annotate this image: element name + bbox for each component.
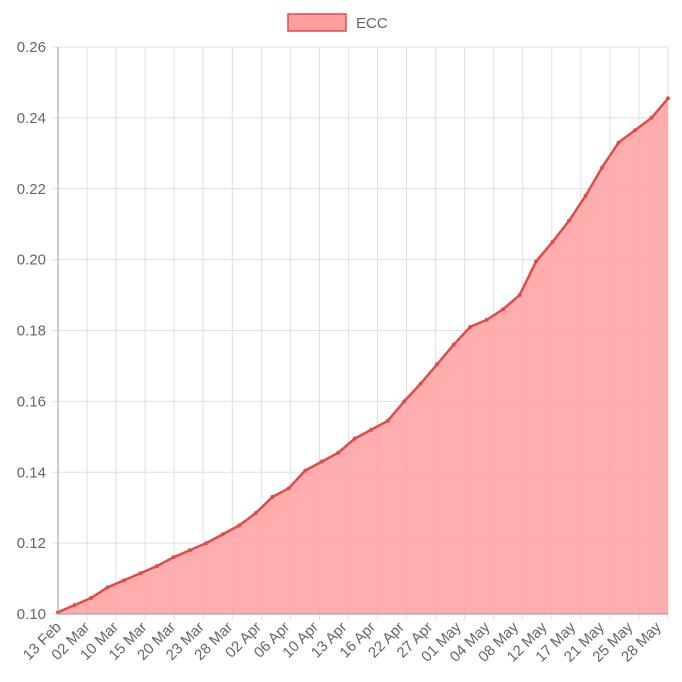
ecc-data-point[interactable] bbox=[583, 193, 588, 198]
ecc-data-point[interactable] bbox=[402, 399, 407, 404]
ecc-data-point[interactable] bbox=[550, 239, 555, 244]
ecc-series-line bbox=[57, 97, 669, 614]
y-tick-label: 0.22 bbox=[17, 181, 46, 198]
y-tick-label: 0.16 bbox=[17, 393, 46, 410]
y-tick-label: 0.26 bbox=[17, 39, 46, 56]
ecc-data-point[interactable] bbox=[517, 293, 522, 298]
ecc-data-point[interactable] bbox=[187, 548, 192, 553]
ecc-data-point[interactable] bbox=[451, 342, 456, 347]
ecc-data-point[interactable] bbox=[501, 307, 506, 312]
y-tick-label: 0.14 bbox=[17, 464, 46, 481]
ecc-data-point[interactable] bbox=[435, 362, 440, 367]
area-layer bbox=[56, 96, 670, 615]
ecc-data-point[interactable] bbox=[237, 523, 242, 528]
ecc-data-point[interactable] bbox=[121, 578, 126, 583]
ecc-data-point[interactable] bbox=[336, 450, 341, 455]
ecc-data-point[interactable] bbox=[270, 495, 275, 500]
ecc-data-point[interactable] bbox=[616, 140, 621, 145]
ecc-data-point[interactable] bbox=[484, 317, 489, 322]
ecc-data-point[interactable] bbox=[138, 571, 143, 576]
legend-swatch-ecc[interactable] bbox=[287, 13, 347, 32]
y-tick-label: 0.18 bbox=[17, 323, 46, 340]
ecc-data-point[interactable] bbox=[633, 128, 638, 133]
ecc-data-point[interactable] bbox=[666, 96, 670, 101]
ecc-data-point[interactable] bbox=[369, 427, 374, 432]
y-tick-label: 0.20 bbox=[17, 252, 46, 269]
ecc-data-point[interactable] bbox=[105, 585, 110, 590]
ecc-data-point[interactable] bbox=[88, 596, 93, 601]
ecc-area-fill bbox=[58, 98, 668, 614]
ecc-data-point[interactable] bbox=[468, 324, 473, 329]
ecc-data-point[interactable] bbox=[352, 436, 357, 441]
ecc-data-point[interactable] bbox=[600, 165, 605, 170]
legend[interactable]: ECC bbox=[287, 13, 388, 32]
y-tick-label: 0.24 bbox=[17, 110, 46, 127]
ecc-data-point[interactable] bbox=[171, 555, 176, 560]
ecc-data-point[interactable] bbox=[253, 511, 258, 516]
ecc-data-point[interactable] bbox=[567, 218, 572, 223]
ecc-data-point[interactable] bbox=[303, 468, 308, 473]
ecc-data-point[interactable] bbox=[534, 259, 539, 264]
ecc-data-point[interactable] bbox=[649, 115, 654, 120]
ecc-data-point[interactable] bbox=[385, 418, 390, 423]
y-tick-label: 0.10 bbox=[17, 606, 46, 623]
ecc-data-point[interactable] bbox=[319, 459, 324, 464]
ecc-data-point[interactable] bbox=[154, 564, 159, 569]
y-tick-label: 0.12 bbox=[17, 535, 46, 552]
legend-label-ecc: ECC bbox=[356, 15, 388, 32]
ecc-data-point[interactable] bbox=[418, 381, 423, 386]
ecc-data-point[interactable] bbox=[204, 541, 209, 546]
ecc-data-point[interactable] bbox=[72, 603, 77, 608]
ecc-data-point[interactable] bbox=[220, 532, 225, 537]
ecc-data-point[interactable] bbox=[286, 486, 291, 491]
